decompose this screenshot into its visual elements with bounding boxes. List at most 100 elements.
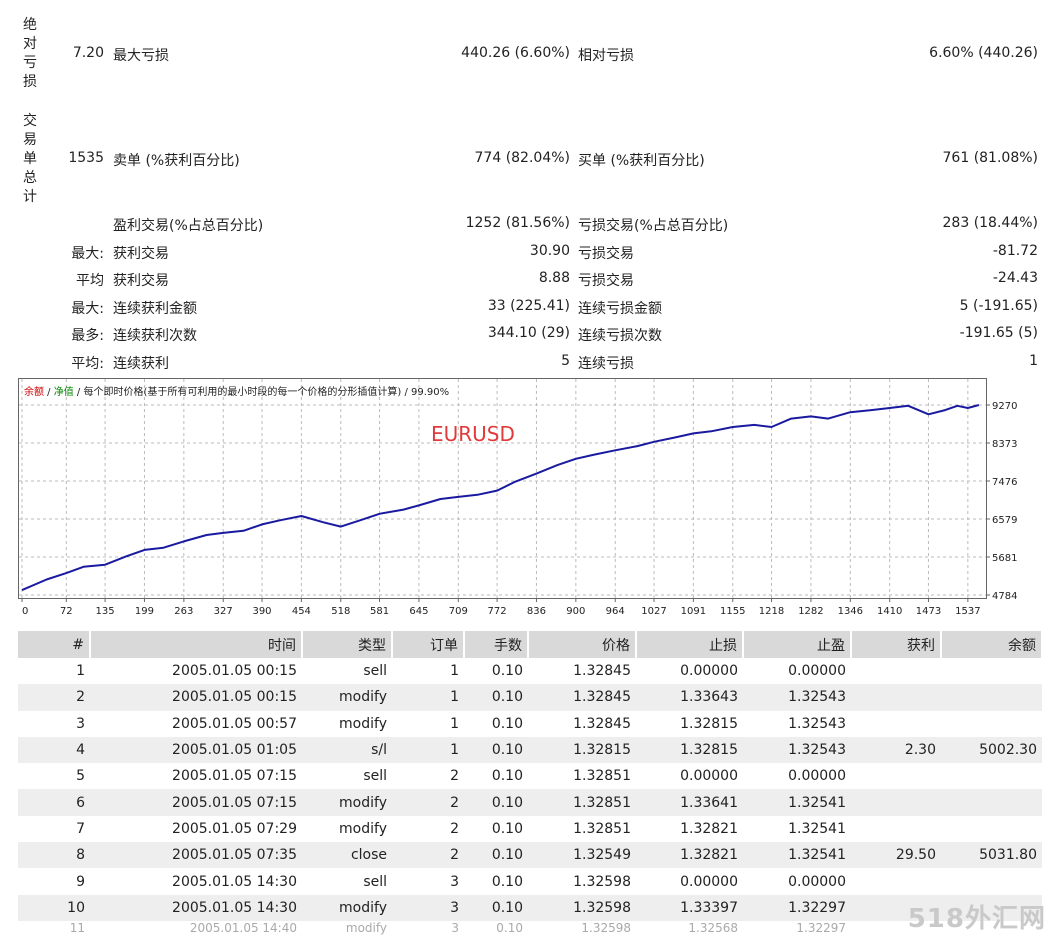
summary-row-label: 获利交易	[113, 273, 169, 289]
table-row[interactable]: 2 2005.01.05 00:15 modify 1 0.10 1.32845 1.336…	[18, 684, 1042, 711]
table-cell: 10	[18, 894, 90, 921]
x-tick-label: 1155	[720, 606, 745, 617]
table-row[interactable]: 3 2005.01.05 00:57 modify 1 0.10 1.32845 1.328…	[18, 711, 1042, 737]
table-cell: 1.32543	[743, 684, 851, 711]
summary-row-prefix: 平均	[76, 273, 104, 289]
table-cell	[851, 894, 941, 921]
summary-row-label: 连续获利	[113, 356, 169, 372]
table-cell	[851, 789, 941, 816]
chart-header-rest: / 每个即时价格(基于所有可利用的最小时段的每一个价格的分形插值计算) / 99…	[74, 385, 449, 398]
table-cell: 1.32845	[528, 684, 636, 711]
x-tick-label: 1027	[641, 606, 666, 617]
table-cell: 7	[76, 820, 85, 837]
summary-row-value2: -191.65 (5)	[959, 325, 1038, 341]
table-cell: 0.10	[491, 768, 523, 785]
table-cell: 2.30	[851, 736, 941, 764]
table-row[interactable]: 1 2005.01.05 00:15 sell 1 0.10 1.32845 0.00000…	[18, 658, 1042, 684]
summary-row-label2: 连续亏损次数	[578, 328, 662, 344]
x-tick-label: 199	[135, 606, 154, 617]
table-cell: 2005.01.05 07:35	[90, 842, 302, 869]
table-cell: 3	[76, 715, 85, 732]
table-cell: 1.32543	[788, 715, 846, 732]
trades-table: # 时间 类型 订单 手数 价格 止损 止盈 获利 余额 1 2005.01.05 00:15 sel…	[18, 631, 1043, 935]
table-cell: 1.33641	[636, 789, 743, 816]
column-header[interactable]: 时间	[90, 631, 303, 658]
table-cell: 1.32598	[528, 894, 636, 921]
summary-row-label: 连续获利金额	[113, 301, 197, 317]
table-cell: 2	[392, 842, 464, 869]
table-row[interactable]: 11 2005.01.05 14:40 modify 3 0.10 1.32598 1.32…	[18, 921, 1042, 935]
table-row[interactable]: 7 2005.01.05 07:29 modify 2 0.10 1.32851 1.328…	[18, 816, 1042, 842]
table-cell: 0.10	[464, 842, 528, 869]
y-tick-label: 7476	[992, 477, 1017, 488]
table-cell	[941, 789, 1042, 816]
summary-row-value2: 1	[1029, 353, 1038, 369]
chart-header: 余额 / 净值 / 每个即时价格(基于所有可利用的最小时段的每一个价格的分形插值…	[24, 385, 449, 398]
summary-row-label: 获利交易	[113, 246, 169, 262]
table-cell: 1.32568	[688, 920, 738, 935]
y-tick-label: 6579	[992, 515, 1017, 526]
table-cell: 1.32851	[528, 789, 636, 816]
column-header[interactable]: 余额	[941, 631, 1043, 658]
table-cell: 1.32851	[573, 820, 631, 837]
table-cell	[941, 658, 1042, 684]
table-row[interactable]: 4 2005.01.05 01:05 s/l 1 0.10 1.32815 1.32815 1…	[18, 736, 1042, 764]
short-trades-value: 774 (82.04%)	[474, 150, 570, 166]
table-cell: 1.32297	[796, 920, 846, 935]
table-row[interactable]: 8 2005.01.05 07:35 close 2 0.10 1.32549 1.3282…	[18, 842, 1042, 869]
x-tick-label: 263	[174, 606, 193, 617]
table-cell: 2005.01.05 01:05	[90, 736, 302, 764]
table-cell: 1.32541	[743, 842, 851, 869]
table-cell: 0.00000	[680, 663, 738, 680]
summary-row-value: 33 (225.41)	[487, 298, 570, 314]
table-cell: 2005.01.05 00:15	[172, 663, 297, 680]
column-header[interactable]: 止损	[636, 631, 744, 658]
table-cell: 2005.01.05 07:15	[90, 789, 302, 816]
column-header[interactable]: 价格	[528, 631, 637, 658]
summary-row-value: 5	[561, 353, 570, 369]
watermark-logo: 518外汇网	[907, 904, 1046, 934]
chart-series	[21, 404, 980, 592]
table-cell: 0.00000	[680, 768, 738, 785]
y-tick-label: 4784	[992, 591, 1017, 602]
table-cell	[851, 684, 941, 711]
column-header[interactable]: 类型	[302, 631, 393, 658]
table-row[interactable]: 10 2005.01.05 14:30 modify 3 0.10 1.32598 1.33…	[18, 894, 1042, 921]
summary-row-prefix: 最大:	[71, 246, 104, 262]
table-cell: 1	[392, 736, 464, 764]
summary-row-prefix: 平均:	[71, 356, 104, 372]
column-header[interactable]: 获利	[851, 631, 942, 658]
table-cell: 1.32815	[680, 715, 738, 732]
x-tick-label: 964	[606, 606, 625, 617]
column-header[interactable]: 订单	[392, 631, 465, 658]
table-cell: 2	[18, 684, 90, 711]
x-tick-label: 518	[331, 606, 350, 617]
short-trades-label: 卖单 (%获利百分比)	[113, 153, 240, 169]
table-cell: 2	[450, 768, 459, 785]
table-cell: sell	[363, 663, 387, 680]
table-cell	[941, 868, 1042, 894]
summary-row-label: 连续获利次数	[113, 328, 197, 344]
table-cell: 9	[76, 873, 85, 890]
column-header[interactable]: 止盈	[743, 631, 852, 658]
summary-row-value2: 5 (-191.65)	[959, 298, 1038, 314]
table-row[interactable]: 9 2005.01.05 14:30 sell 3 0.10 1.32598 0.00000…	[18, 868, 1042, 894]
x-tick-label: 581	[370, 606, 389, 617]
x-tick-label: 836	[527, 606, 546, 617]
table-row[interactable]: 6 2005.01.05 07:15 modify 2 0.10 1.32851 1.336…	[18, 789, 1042, 816]
column-header[interactable]: 手数	[464, 631, 529, 658]
x-tick-label: 1218	[759, 606, 784, 617]
table-cell: 0.10	[464, 736, 528, 764]
table-cell: 1.32815	[528, 736, 636, 764]
column-header[interactable]: #	[18, 631, 91, 658]
table-cell: 1.32845	[573, 715, 631, 732]
table-cell: 0.00000	[788, 768, 846, 785]
x-tick-label: 1537	[955, 606, 980, 617]
balance-chart: 9270 8373 7476 6579 5681 4784 0 72 135 199 263 327…	[18, 378, 1017, 617]
summary-row-value: 1252 (81.56%)	[465, 215, 570, 231]
summary-row-prefix: 最多:	[71, 328, 104, 344]
table-row[interactable]: 5 2005.01.05 07:15 sell 2 0.10 1.32851 0.00000…	[18, 763, 1042, 789]
table-cell: 2005.01.05 14:40	[189, 920, 297, 935]
table-cell: 0.10	[464, 684, 528, 711]
table-cell: 2	[392, 789, 464, 816]
